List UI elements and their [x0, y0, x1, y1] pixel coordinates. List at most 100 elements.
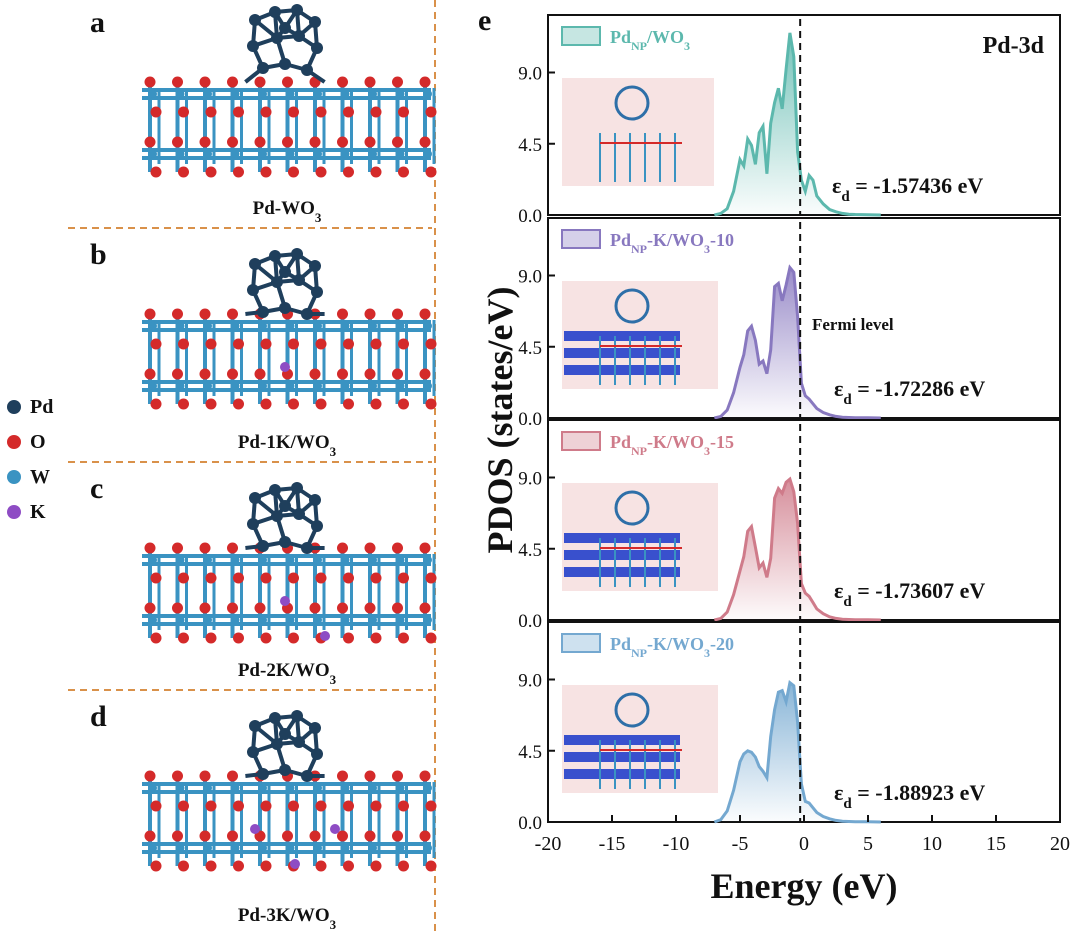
inset-density-band: [564, 365, 680, 375]
o-atom: [392, 308, 403, 320]
o-atom: [364, 368, 376, 380]
o-atom: [199, 76, 211, 88]
series-legend-swatch: [561, 431, 601, 451]
o-atom: [227, 770, 238, 782]
y-tick-label: 4.5: [518, 540, 542, 561]
w-atom: [149, 150, 157, 158]
o-atom: [398, 800, 409, 812]
o-atom: [425, 106, 437, 118]
o-atom: [425, 800, 437, 812]
o-atom: [392, 76, 403, 88]
o-atom: [178, 398, 189, 410]
o-atom: [150, 800, 162, 812]
pd-atom: [247, 40, 259, 52]
o-atom: [343, 800, 354, 812]
w-atom: [341, 322, 350, 330]
w-atom: [176, 322, 185, 330]
pd-atom: [291, 248, 303, 260]
o-atom: [337, 76, 348, 88]
w-atom: [286, 322, 295, 330]
o-atom: [233, 860, 244, 872]
structure-caption-b: Pd-1K/WO3: [238, 432, 337, 459]
o-atom: [178, 338, 189, 350]
w-atom: [149, 382, 157, 390]
o-atom: [425, 860, 437, 872]
legend-swatch-o: [7, 435, 21, 449]
o-atom: [282, 136, 293, 148]
pdos-chart: e PDOS (states/eV) Energy (eV) 0.0 4.5 9.0 PdN…: [478, 4, 1070, 906]
o-atom: [205, 800, 217, 812]
o-atom: [398, 860, 409, 872]
o-atom: [178, 166, 189, 178]
legend-swatch-w: [7, 470, 21, 484]
o-atom: [205, 166, 217, 178]
w-atom: [369, 90, 377, 98]
o-atom: [172, 76, 183, 88]
x-tick-label: 10: [922, 833, 942, 855]
w-atom: [176, 556, 185, 564]
o-atom: [227, 830, 238, 842]
o-atom: [337, 542, 348, 554]
w-atom: [341, 382, 350, 390]
o-atom: [315, 166, 327, 178]
o-atom: [260, 860, 272, 872]
o-atom: [227, 308, 238, 320]
o-atom: [205, 338, 217, 350]
pd-atom: [301, 308, 313, 320]
series-legend-label: PdNP-K/WO3-20: [610, 634, 734, 660]
w-atom: [396, 784, 405, 792]
x-tick-label: 15: [986, 833, 1006, 855]
w-atom: [396, 322, 405, 330]
o-atom: [337, 770, 348, 782]
o-atom: [144, 542, 156, 554]
w-atom: [369, 844, 377, 852]
w-atom: [149, 616, 157, 624]
o-atom: [199, 830, 211, 842]
o-atom: [337, 602, 348, 614]
w-atom: [231, 556, 240, 564]
pd-atom: [247, 518, 259, 530]
w-atom: [259, 556, 267, 564]
o-atom: [233, 338, 244, 350]
pd-atom: [271, 510, 283, 522]
legend-label-pd: Pd: [30, 396, 53, 418]
pd-atom: [247, 284, 259, 296]
pd-atom: [311, 286, 323, 298]
o-atom: [260, 632, 272, 644]
inset-pd-cluster: [614, 85, 650, 121]
w-atom: [204, 90, 212, 98]
legend-label-o: O: [30, 431, 46, 453]
w-atom: [231, 616, 240, 624]
o-atom: [392, 368, 403, 380]
structure-panel-b: b Pd-1K/WO3: [90, 238, 437, 459]
series-legend-swatch: [561, 633, 601, 653]
o-atom: [337, 368, 348, 380]
y-tick-label: 4.5: [518, 742, 542, 763]
o-atom: [370, 338, 382, 350]
pd-atom: [269, 250, 281, 262]
w-atom: [259, 784, 267, 792]
pd-atom: [309, 16, 321, 28]
w-atom: [149, 90, 157, 98]
inset-pd-cluster: [614, 288, 650, 324]
x-tick-label: -10: [663, 833, 690, 855]
series-legend-label: PdNP/WO3: [610, 27, 690, 53]
x-axis-title: Energy (eV): [711, 866, 898, 906]
x-tick-label: 0: [799, 833, 809, 855]
o-atom: [178, 800, 189, 812]
o-atom: [172, 602, 183, 614]
o-atom: [364, 830, 376, 842]
o-atom: [392, 602, 403, 614]
pd-atom: [311, 520, 323, 532]
o-atom: [150, 106, 162, 118]
o-atom: [315, 572, 327, 584]
y-tick-label: 4.5: [518, 135, 542, 156]
w-atom: [341, 784, 350, 792]
k-atom: [250, 824, 260, 834]
pd-atom: [247, 746, 259, 758]
w-atom: [424, 150, 432, 158]
w-atom: [314, 150, 322, 158]
inset-background: [562, 78, 714, 186]
w-atom: [149, 784, 157, 792]
w-atom: [396, 90, 405, 98]
